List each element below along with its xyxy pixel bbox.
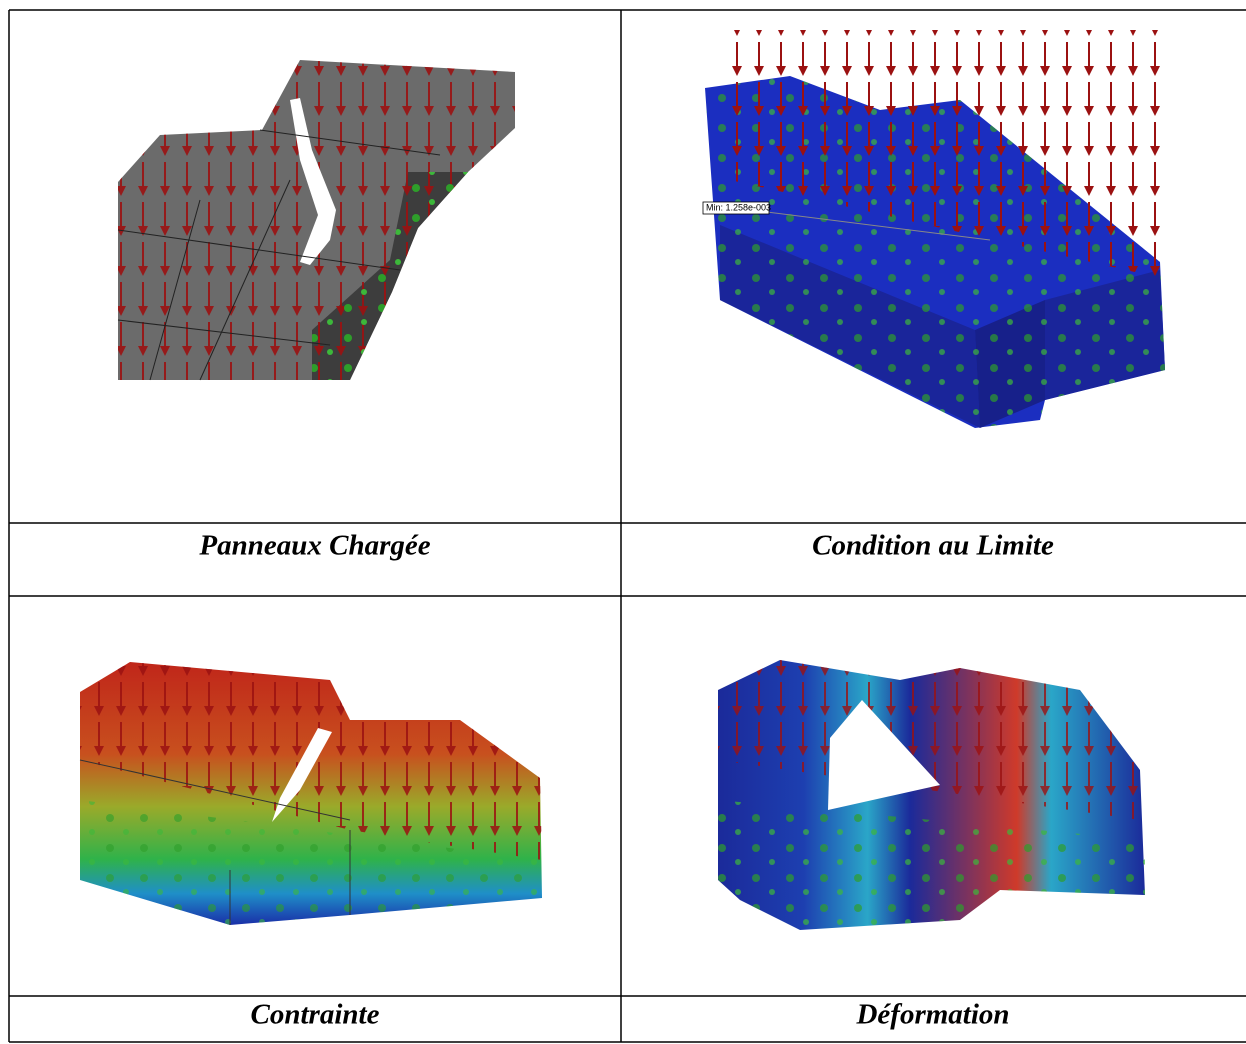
min-annotation: Min: 1.258e-003 — [706, 202, 771, 212]
caption: Déformation — [855, 999, 1009, 1031]
caption: Contrainte — [251, 999, 380, 1031]
document-table: Min: 1.258e-003 Panneaux Chargée Conditi… — [0, 0, 1246, 1044]
image-loaded-panels — [118, 60, 515, 380]
image-deformation — [718, 660, 1145, 930]
caption: Panneaux Chargée — [198, 530, 430, 562]
image-boundary-conditions: Min: 1.258e-003 — [703, 30, 1170, 428]
image-stress — [80, 662, 542, 925]
caption: Condition au Limite — [812, 530, 1054, 562]
